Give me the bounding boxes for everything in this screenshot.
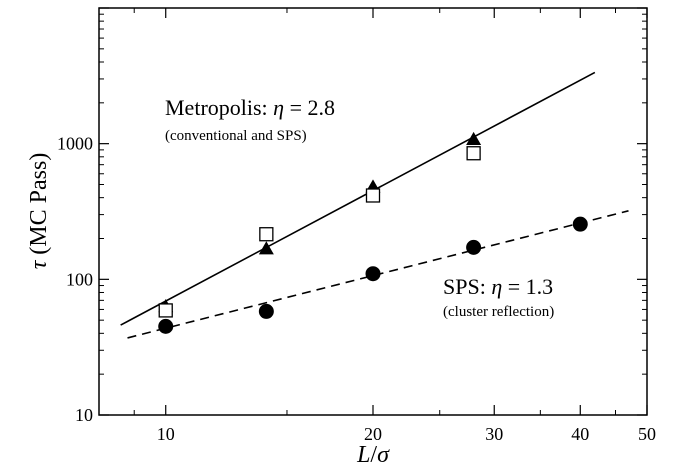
y-tick-label: 100	[66, 269, 93, 289]
y-tick-label: 10	[75, 405, 93, 425]
triangle-marker	[466, 131, 482, 146]
square-marker	[158, 303, 173, 318]
y-tick-label: 1000	[57, 134, 93, 154]
x-tick-label: 50	[638, 424, 656, 444]
circle-marker	[158, 318, 174, 334]
triangle-marker	[258, 241, 274, 255]
axis-ticks	[99, 7, 648, 416]
circle-marker	[572, 216, 588, 232]
circle-marker	[365, 266, 381, 282]
square-marker	[259, 227, 274, 242]
x-tick-label: 10	[157, 424, 175, 444]
y-axis-title: τ(MC Pass)	[26, 153, 52, 270]
x-axis-title: L/σ	[356, 442, 390, 468]
metropolis-subnote: (conventional and SPS)	[165, 128, 307, 144]
x-tick-label: 40	[571, 424, 589, 444]
metropolis-annotation: Metropolis: η = 2.8	[165, 95, 335, 120]
metropolis-fit-line	[120, 71, 596, 326]
square-marker	[466, 146, 481, 161]
tick-labels: 10 20 30 40 50 10 100 1000	[57, 134, 656, 444]
data-markers	[158, 131, 588, 334]
circle-marker	[466, 239, 482, 255]
circle-marker	[258, 303, 274, 319]
sps-annotation: SPS: η = 1.3	[443, 274, 553, 299]
plot-frame	[98, 7, 648, 416]
square-marker	[365, 188, 381, 203]
sps-subnote: (cluster reflection)	[443, 304, 554, 320]
x-tick-label: 20	[364, 424, 382, 444]
x-tick-label: 30	[485, 424, 503, 444]
